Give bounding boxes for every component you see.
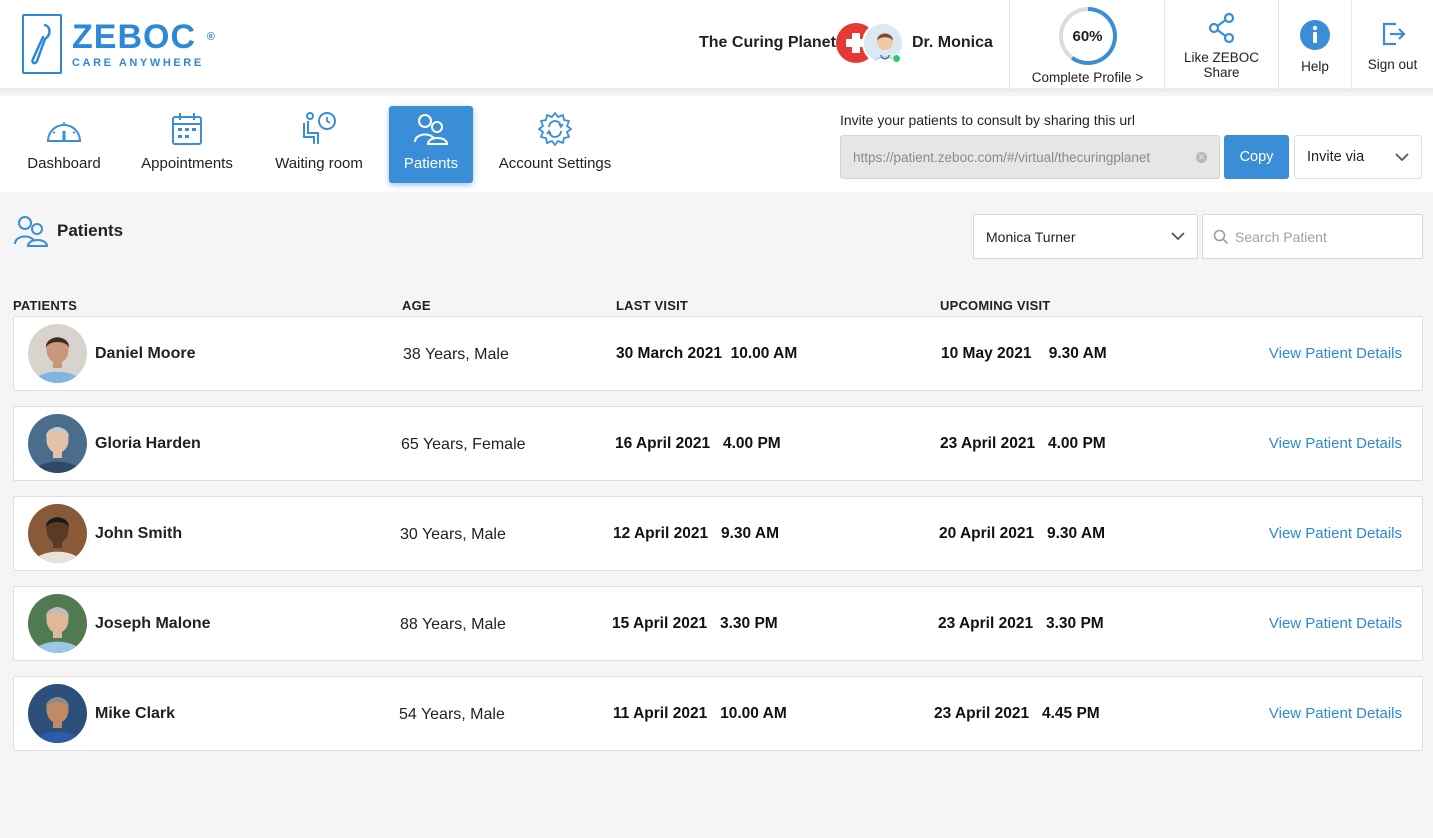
patient-age: 88 Years, Male (400, 616, 506, 633)
search-input[interactable] (1235, 228, 1405, 245)
chevron-down-icon (1395, 152, 1409, 161)
sign-out-icon (1382, 22, 1406, 45)
top-header: ZEBOC ® CARE ANYWHERE The Curing Planet D… (0, 0, 1433, 92)
patient-name[interactable]: Gloria Harden (95, 435, 201, 452)
column-header-age: AGE (402, 298, 431, 313)
doctor-avatar[interactable] (862, 22, 904, 64)
patient-avatar[interactable] (28, 594, 87, 653)
nav-patients[interactable]: Patients (389, 106, 473, 183)
complete-profile-button[interactable]: 60% Complete Profile > (1009, 0, 1165, 92)
patients-icon (14, 216, 49, 247)
waiting-room-icon (299, 109, 339, 149)
patient-name[interactable]: Joseph Malone (95, 615, 211, 632)
invite-via-dropdown[interactable]: Invite via (1294, 135, 1422, 179)
patient-row[interactable]: John Smith 30 Years, Male 12 April 2021 9.… (13, 496, 1423, 571)
share-icon (1208, 12, 1234, 44)
invite-url-field[interactable]: https://patient.zeboc.com/#/virtual/thec… (840, 135, 1220, 179)
last-visit: 12 April 2021 9.30 AM (613, 525, 779, 542)
doctor-filter-value: Monica Turner (986, 228, 1076, 245)
doctor-name[interactable]: Dr. Monica (912, 34, 993, 51)
patient-age: 54 Years, Male (399, 706, 505, 723)
last-visit: 15 April 2021 3.30 PM (612, 615, 778, 632)
search-icon (1213, 229, 1229, 244)
last-visit: 11 April 2021 10.00 AM (613, 705, 787, 722)
view-patient-details-link[interactable]: View Patient Details (1268, 525, 1402, 542)
nav-waiting-room[interactable]: Waiting room (268, 106, 370, 183)
brand-tagline: CARE ANYWHERE (72, 56, 204, 69)
share-label-line2: Share (1203, 65, 1240, 80)
patient-row[interactable]: Joseph Malone 88 Years, Male 15 April 2021… (13, 586, 1423, 661)
upcoming-visit: 23 April 2021 4.00 PM (940, 435, 1106, 452)
patients-icon (411, 109, 451, 149)
zeboc-logo[interactable]: ZEBOC ® CARE ANYWHERE (22, 14, 216, 74)
settings-gear-icon (535, 109, 575, 149)
invite-url-text[interactable]: https://patient.zeboc.com/#/virtual/thec… (853, 149, 1151, 165)
upcoming-visit: 20 April 2021 9.30 AM (939, 525, 1105, 542)
invite-label: Invite your patients to consult by shari… (840, 112, 1135, 128)
logo-mark-icon (22, 14, 62, 74)
copy-url-button[interactable]: Copy (1224, 135, 1289, 179)
column-header-upcoming-visit: UPCOMING VISIT (940, 298, 1051, 313)
sign-out-button[interactable]: Sign out (1351, 0, 1433, 92)
view-patient-details-link[interactable]: View Patient Details (1268, 705, 1402, 722)
patient-row[interactable]: Daniel Moore 38 Years, Male 30 March 2021 … (13, 316, 1423, 391)
share-label-line1: Like ZEBOC (1183, 50, 1260, 65)
patient-avatar[interactable] (28, 504, 87, 563)
share-button[interactable]: Like ZEBOC Share (1164, 0, 1278, 92)
profile-percent: 60% (1062, 11, 1113, 61)
patient-row[interactable]: Mike Clark 54 Years, Male 11 April 2021 10… (13, 676, 1423, 751)
sign-out-label: Sign out (1367, 56, 1418, 72)
last-visit: 30 March 2021 10.00 AM (616, 345, 798, 362)
nav-dashboard[interactable]: Dashboard (18, 106, 110, 183)
nav-account-settings[interactable]: Account Settings (492, 106, 618, 183)
column-header-patients: PATIENTS (13, 298, 77, 313)
chevron-down-icon (1171, 232, 1185, 241)
invite-via-label: Invite via (1307, 149, 1365, 165)
calendar-icon (167, 109, 207, 149)
profile-progress-ring: 60% (1058, 7, 1117, 65)
info-icon (1300, 19, 1330, 50)
clear-url-icon[interactable]: ✕ (1196, 151, 1207, 163)
patient-age: 30 Years, Male (400, 526, 506, 543)
view-patient-details-link[interactable]: View Patient Details (1268, 435, 1402, 452)
dashboard-gauge-icon (44, 109, 84, 149)
nav-label: Appointments (141, 155, 233, 172)
help-label: Help (1301, 58, 1329, 74)
complete-profile-label: Complete Profile > (1031, 70, 1144, 85)
patient-age: 65 Years, Female (401, 436, 526, 453)
nav-appointments[interactable]: Appointments (133, 106, 241, 183)
patient-name[interactable]: Mike Clark (95, 705, 176, 722)
patient-name[interactable]: John Smith (95, 525, 183, 542)
page-title: Patients (57, 221, 124, 240)
last-visit: 16 April 2021 4.00 PM (615, 435, 781, 452)
clinic-name: The Curing Planet (699, 34, 836, 51)
patient-row[interactable]: Gloria Harden 65 Years, Female 16 April 20… (13, 406, 1423, 481)
upcoming-visit: 23 April 2021 3.30 PM (938, 615, 1104, 632)
upcoming-visit: 10 May 2021 9.30 AM (941, 345, 1107, 362)
patient-search[interactable] (1202, 214, 1423, 259)
online-status-dot (892, 54, 901, 63)
patient-avatar[interactable] (28, 324, 87, 383)
brand-name: ZEBOC ® (72, 17, 216, 56)
upcoming-visit: 23 April 2021 4.45 PM (934, 705, 1100, 722)
patient-name[interactable]: Daniel Moore (95, 345, 196, 362)
page-header: Patients (13, 214, 123, 248)
column-header-last-visit: LAST VISIT (616, 298, 689, 313)
nav-label: Patients (403, 155, 459, 172)
patient-age: 38 Years, Male (403, 346, 509, 363)
nav-label: Dashboard (27, 155, 101, 172)
main-nav: Dashboard Appointments Waiting ro (0, 96, 1433, 192)
nav-label: Waiting room (275, 155, 363, 172)
nav-label: Account Settings (498, 155, 612, 172)
patient-avatar[interactable] (28, 414, 87, 473)
help-button[interactable]: Help (1278, 0, 1351, 92)
patient-avatar[interactable] (28, 684, 87, 743)
view-patient-details-link[interactable]: View Patient Details (1268, 615, 1402, 632)
view-patient-details-link[interactable]: View Patient Details (1268, 345, 1402, 362)
doctor-filter-dropdown[interactable]: Monica Turner (973, 214, 1198, 259)
